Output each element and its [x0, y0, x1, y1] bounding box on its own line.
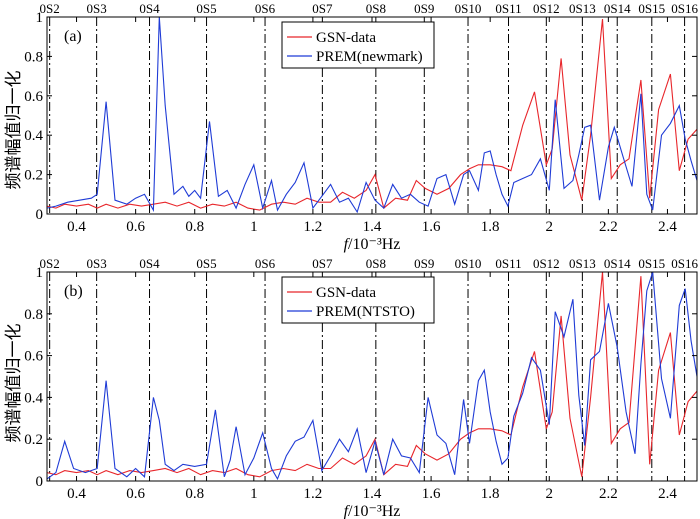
x-tick-label: 0.8 — [185, 219, 204, 235]
mode-label-0s6: 0S6 — [255, 256, 276, 271]
x-tick-label: 2 — [546, 486, 554, 502]
mode-label-0s5: 0S5 — [196, 1, 216, 16]
mode-label-0s2: 0S2 — [40, 1, 60, 16]
x-tick-label: 1 — [250, 486, 258, 502]
legend-box — [281, 276, 435, 324]
x-tick-label: 1.2 — [304, 486, 323, 502]
y-axis-label: 频谱幅值归一化 — [4, 71, 23, 190]
x-tick-label: 1.8 — [481, 219, 500, 235]
mode-label-0s13: 0S13 — [569, 256, 596, 271]
mode-label-0s11: 0S11 — [495, 256, 521, 271]
mode-label-0s7: 0S7 — [312, 1, 333, 16]
mode-label-0s14: 0S14 — [604, 256, 631, 271]
mode-label-0s9: 0S9 — [414, 256, 434, 271]
x-tick-label: 0.4 — [67, 219, 86, 235]
panel-a: 0S2 0S3 0S4 0S5 0S6 0S7 0S8 0S9 0S10 0S11 0S12 0S13… — [24, 1, 698, 253]
mode-label-0s5: 0S5 — [196, 256, 216, 271]
legend-box — [281, 21, 435, 69]
x-tick-label: 1.4 — [363, 219, 382, 235]
y-tick-label: 0 — [36, 207, 44, 223]
x-axis-label: f/10⁻³Hz — [344, 503, 401, 519]
mode-label-0s12: 0S12 — [533, 256, 560, 271]
mode-label-0s3: 0S3 — [87, 256, 107, 271]
x-tick-label: 2.2 — [599, 219, 618, 235]
x-tick-label: 2.4 — [658, 219, 677, 235]
mode-label-0s11: 0S11 — [495, 1, 521, 16]
y-tick-label: 0.8 — [24, 49, 43, 65]
panel-b: 0S2 0S3 0S4 0S5 0S6 0S7 0S8 0S9 0S10 0S11 0S12 0S13… — [24, 256, 698, 519]
y-tick-label: 1 — [36, 265, 44, 281]
x-tick-label: 0.6 — [126, 486, 145, 502]
mode-label-0s16: 0S16 — [671, 1, 698, 16]
mode-label-0s15: 0S15 — [638, 1, 665, 16]
legend-entry: GSN-data — [316, 30, 376, 46]
y-tick-label: 0 — [36, 474, 44, 490]
y-tick-label: 0.4 — [24, 390, 43, 406]
mode-label-0s10: 0S10 — [455, 1, 482, 16]
x-tick-label: 2.4 — [658, 486, 677, 502]
legend-entry: GSN-data — [316, 285, 376, 301]
x-tick-label: 1.6 — [422, 219, 441, 235]
series-line-gsn-data — [46, 18, 698, 211]
y-tick-label: 0.4 — [24, 128, 43, 144]
mode-label-0s4: 0S4 — [139, 256, 160, 271]
legend-entry: PREM(newmark) — [316, 49, 423, 65]
legend-entry: PREM(NTSTO) — [316, 304, 415, 320]
y-tick-label: 0.2 — [24, 432, 43, 448]
y-tick-label: 1 — [36, 10, 44, 26]
mode-label-0s9: 0S9 — [414, 1, 434, 16]
mode-label-0s16: 0S16 — [671, 256, 698, 271]
mode-label-0s8: 0S8 — [366, 1, 386, 16]
mode-label-0s7: 0S7 — [312, 256, 333, 271]
series-line-prem-ntsto- — [46, 271, 698, 481]
x-tick-label: 0.4 — [67, 486, 86, 502]
mode-label-0s6: 0S6 — [255, 1, 276, 16]
mode-label-0s3: 0S3 — [87, 1, 107, 16]
mode-label-0s2: 0S2 — [40, 256, 60, 271]
panel-label: (a) — [64, 28, 82, 45]
x-tick-label: 1.2 — [304, 219, 323, 235]
x-tick-label: 1.6 — [422, 486, 441, 502]
x-tick-label: 1 — [250, 219, 258, 235]
series-line-prem-newmark- — [46, 16, 698, 214]
mode-label-0s8: 0S8 — [366, 256, 386, 271]
mode-label-0s13: 0S13 — [569, 1, 596, 16]
x-tick-label: 1.4 — [363, 486, 382, 502]
y-axis-label-lower: 频谱幅值归一化 — [4, 324, 23, 443]
x-tick-label: 0.6 — [126, 219, 145, 235]
panel-label: (b) — [64, 283, 83, 300]
mode-label-0s10: 0S10 — [455, 256, 482, 271]
x-axis-label: f/10⁻³Hz — [344, 236, 401, 253]
y-tick-label: 0.6 — [24, 349, 43, 365]
mode-label-0s12: 0S12 — [533, 1, 560, 16]
mode-label-0s4: 0S4 — [139, 1, 160, 16]
y-tick-label: 0.6 — [24, 89, 43, 105]
mode-label-0s15: 0S15 — [638, 256, 665, 271]
y-tick-label: 0.2 — [24, 168, 43, 184]
y-tick-label: 0.8 — [24, 307, 43, 323]
series-line-gsn-data — [46, 271, 698, 478]
mode-label-0s14: 0S14 — [604, 1, 631, 16]
x-tick-label: 0.8 — [185, 486, 204, 502]
x-tick-label: 2.2 — [599, 486, 618, 502]
x-tick-label: 2 — [546, 219, 554, 235]
x-tick-label: 1.8 — [481, 486, 500, 502]
